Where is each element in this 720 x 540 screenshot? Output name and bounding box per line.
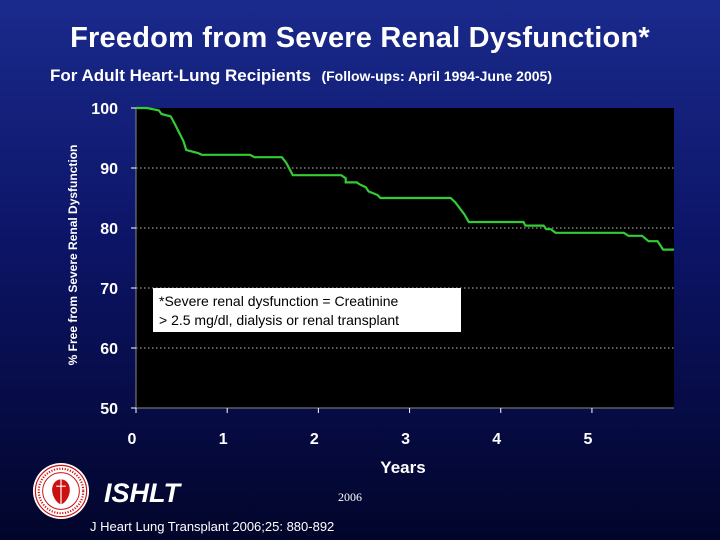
y-tick-label-90: 90 (100, 161, 118, 178)
y-tick-labels: 50 60 70 80 90 100 (91, 101, 136, 418)
annotation-line-2: > 2.5 mg/dl, dialysis or renal transplan… (159, 312, 399, 328)
x-tick-label-0: 0 (128, 431, 137, 448)
slide-title: Freedom from Severe Renal Dysfunction* (70, 22, 650, 54)
y-tick-label-50: 50 (100, 401, 118, 418)
y-tick-label-60: 60 (100, 341, 118, 358)
x-tick-label-2: 2 (310, 431, 319, 448)
citation: J Heart Lung Transplant 2006;25: 880-892 (90, 519, 335, 534)
y-tick-label-100: 100 (91, 101, 118, 118)
x-tick-label-1: 1 (219, 431, 228, 448)
followup-period: (Follow-ups: April 1994-June 2005) (321, 68, 552, 84)
x-tick-label-3: 3 (401, 431, 410, 448)
slide-subtitle: For Adult Heart-Lung Recipients (50, 66, 311, 85)
year-label: 2006 (338, 490, 362, 504)
y-axis-label: % Free from Severe Renal Dysfunction (66, 145, 80, 366)
annotation-box: *Severe renal dysfunction = Creatinine >… (153, 288, 461, 332)
x-tick-label-5: 5 (583, 431, 592, 448)
x-axis-label: Years (380, 458, 425, 477)
y-tick-label-70: 70 (100, 281, 118, 298)
subtitle-row: For Adult Heart-Lung Recipients (Follow-… (50, 66, 552, 86)
annotation-line-1: *Severe renal dysfunction = Creatinine (159, 293, 399, 309)
org-label: ISHLT (104, 478, 180, 508)
annotation-background (153, 288, 461, 332)
x-tick-labels: 0 1 2 3 4 5 (128, 408, 592, 448)
axes (135, 108, 674, 409)
y-tick-label-80: 80 (100, 221, 118, 238)
plot-area (136, 108, 674, 408)
ishlt-seal-logo (32, 462, 90, 520)
series-line-freedom (136, 106, 674, 251)
x-tick-label-4: 4 (492, 431, 501, 448)
